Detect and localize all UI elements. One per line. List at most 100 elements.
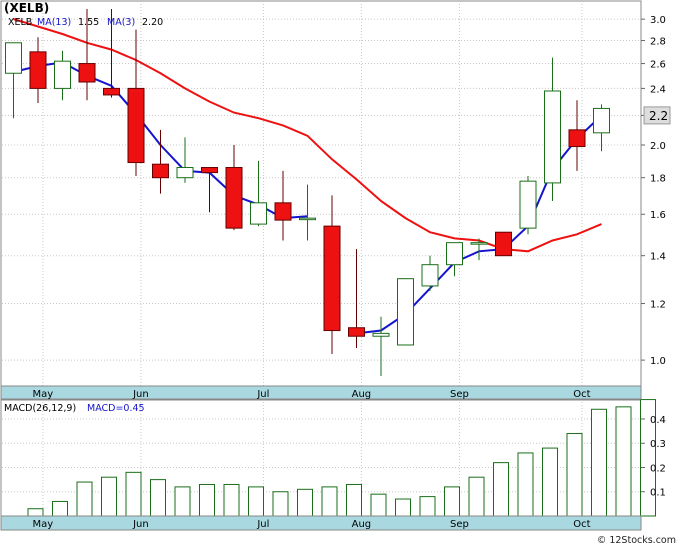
- candle-body: [274, 202, 292, 221]
- price-y-tick-label: 2.6: [650, 60, 666, 71]
- candle: [568, 100, 586, 171]
- macd-legend-label: MACD(26,12,9): [4, 403, 76, 414]
- current-price-label: 2.2: [649, 109, 668, 123]
- candle-body: [54, 60, 71, 89]
- candle: [544, 57, 561, 201]
- macd-y-tick-label: 0.2: [650, 463, 666, 474]
- macd-bar: [248, 486, 264, 517]
- candle-body: [470, 242, 488, 245]
- price-y-tick-label: 3.0: [650, 15, 666, 26]
- legend-symbol: XELB: [8, 17, 32, 28]
- candle: [519, 175, 537, 235]
- candle-body: [5, 42, 22, 74]
- candle-body: [495, 231, 512, 257]
- candle: [397, 278, 414, 346]
- macd-bar: [566, 433, 583, 517]
- candle-body: [127, 87, 145, 164]
- chart-title: (XELB): [4, 1, 49, 15]
- price-x-month-label: Oct: [573, 389, 590, 400]
- candle-body: [544, 90, 561, 184]
- macd-bar: [321, 486, 338, 517]
- ma3-line: [356, 114, 603, 335]
- candle: [176, 137, 194, 183]
- macd-x-month-label: Sep: [450, 519, 469, 530]
- candle: [372, 316, 390, 377]
- candle: [421, 255, 439, 291]
- candle: [29, 37, 47, 103]
- price-panel-frame: [0, 0, 642, 400]
- candle-body: [78, 63, 96, 83]
- macd-bar: [640, 399, 656, 517]
- price-x-month-label: Aug: [352, 389, 372, 400]
- candle: [250, 160, 267, 227]
- macd-bar: [223, 483, 240, 517]
- legend-ma-long-value: 1.55: [78, 17, 99, 28]
- candle-body: [176, 167, 194, 179]
- candle-body: [348, 327, 365, 337]
- price-x-month-label: Jul: [256, 389, 269, 400]
- macd-y-tick-label: 0.4: [650, 415, 666, 426]
- candle-body: [568, 129, 586, 148]
- macd-bar: [150, 479, 166, 517]
- price-y-tick-label: 1.2: [650, 300, 666, 311]
- macd-bar: [101, 476, 117, 517]
- macd-x-month-label: Aug: [352, 519, 372, 530]
- candle: [225, 144, 243, 231]
- candle-body: [323, 225, 341, 332]
- candle: [5, 42, 22, 119]
- legend-ma-short-value: 2.20: [142, 17, 163, 28]
- price-y-tick-label: 1.4: [650, 252, 666, 263]
- candle: [54, 50, 71, 101]
- macd-bar: [542, 447, 558, 517]
- moving-averages: [13, 18, 603, 335]
- macd-bar: [493, 462, 509, 517]
- macd-bar: [444, 486, 460, 517]
- grid-lines: [2, 4, 640, 516]
- legend-ma-long-label: MA(13): [37, 17, 71, 28]
- candle: [299, 184, 316, 241]
- candle: [470, 238, 488, 261]
- macd-bar: [125, 471, 142, 517]
- price-y-tick-label: 2.0: [650, 141, 666, 152]
- candle-body: [421, 264, 439, 287]
- macd-y-tick-label: 0.3: [650, 439, 666, 450]
- copyright-footer: © 12Stocks.com: [597, 535, 676, 546]
- candle-body: [225, 167, 243, 229]
- macd-bar: [419, 496, 436, 517]
- macd-bar: [468, 476, 485, 517]
- price-y-tick-label: 1.0: [650, 356, 666, 367]
- macd-bar: [297, 488, 313, 517]
- candle: [348, 249, 365, 348]
- macd-y-tick-label: 0.1: [650, 488, 666, 499]
- price-y-tick-label: 2.8: [650, 37, 666, 48]
- price-x-month-label: Sep: [450, 389, 469, 400]
- macd-bars: [27, 399, 656, 517]
- macd-bar: [370, 493, 387, 517]
- macd-bar: [272, 491, 289, 517]
- candle-body: [446, 242, 463, 266]
- macd-bar: [52, 500, 68, 517]
- macd-bar: [27, 508, 44, 517]
- macd-x-month-label: Jun: [132, 519, 149, 530]
- macd-x-axis-band: [0, 515, 642, 531]
- macd-bar: [76, 481, 93, 517]
- price-y-tick-label: 1.8: [650, 174, 666, 185]
- current-price-box: [643, 106, 671, 125]
- macd-bar: [517, 452, 534, 517]
- macd-x-month-label: May: [33, 519, 54, 530]
- candle: [593, 104, 610, 152]
- candlesticks: [5, 8, 610, 377]
- macd-bar: [395, 498, 411, 517]
- candle: [152, 129, 169, 194]
- macd-bar: [591, 408, 607, 517]
- candle-body: [152, 163, 169, 179]
- candle-body: [29, 51, 47, 89]
- macd-bar: [199, 483, 215, 517]
- candle-body: [299, 217, 316, 221]
- candle: [446, 242, 463, 277]
- price-y-tick-label: 1.6: [650, 210, 666, 221]
- candle-body: [372, 332, 390, 337]
- price-y-tick-label: 2.4: [650, 84, 666, 95]
- macd-legend-value: MACD=0.45: [87, 403, 145, 414]
